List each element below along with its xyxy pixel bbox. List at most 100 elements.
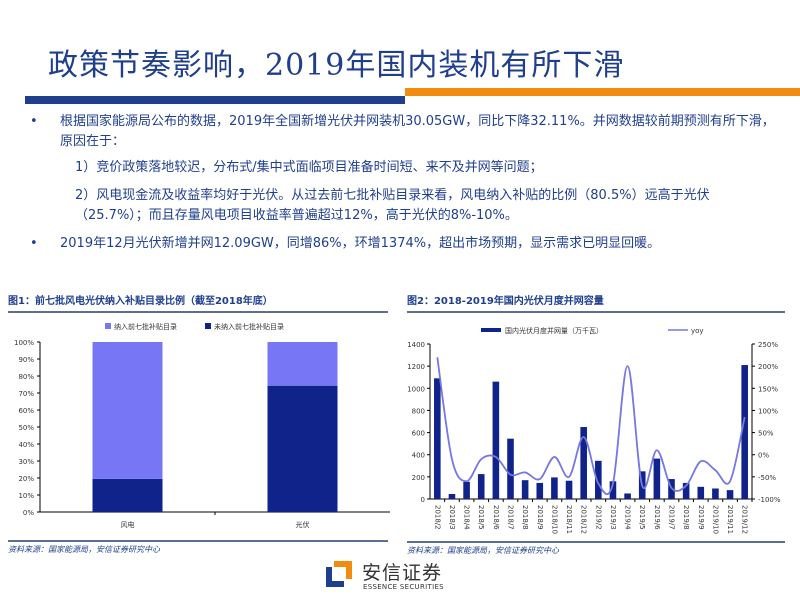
y-tick-label: 100% <box>14 339 34 347</box>
bullet-item: • 2019年12月光伏新增并网12.09GW，同增86%，环增1374%，超出… <box>30 234 775 254</box>
x-tick-label: 2018/3 <box>448 505 456 530</box>
bar-2018/2 <box>434 378 441 499</box>
figure-2-rule <box>407 311 785 313</box>
y-tick-label-right: 50% <box>758 430 774 438</box>
y-tick-label-left: 600 <box>412 430 425 438</box>
logo-mark-icon <box>326 561 352 587</box>
figure-2-source: 资料来源：国家能源局，安信证券研究中心 <box>407 546 559 555</box>
figure-1-title: 图1：前七批风电光伏纳入补贴目录比例（截至2018年底） <box>8 296 273 307</box>
figure-2-bottom-rule <box>407 541 785 543</box>
x-tick-label: 2019/3 <box>609 505 617 530</box>
bar-2019/3 <box>609 481 617 499</box>
bar-2019/6 <box>653 458 661 499</box>
sub-point: 1）竞价政策落地较迟，分布式/集中式面临项目准备时间短、来不及并网等问题； <box>75 160 543 175</box>
logo-en-text: ESSENCE SECURITIES <box>363 583 444 591</box>
y-tick-label-left: 800 <box>412 407 425 415</box>
legend-label: 国内光伏月度并网量（万千瓦） <box>505 326 603 335</box>
sub-point: 2）风电现金流及收益率均好于光伏。从过去前七批补贴目录来看，风电纳入补贴的比例（… <box>75 188 710 223</box>
x-tick-label: 2018/9 <box>536 505 544 530</box>
x-tick-label: 2019/11 <box>726 505 734 534</box>
legend-label: 未纳入前七批补贴目录 <box>214 322 284 331</box>
bar-风电 <box>92 478 163 512</box>
x-tick-label: 2019/9 <box>697 505 705 530</box>
bar-2018/12 <box>580 427 587 499</box>
y-tick-label-right: -50% <box>758 474 776 482</box>
bar-风电 <box>92 342 163 479</box>
bar-2019/4 <box>624 493 631 499</box>
bullet-list: • 根据国家能源局公布的数据，2019年全国新增光伏并网装机30.05GW，同比… <box>30 112 775 258</box>
title-underline-blue <box>25 96 405 104</box>
bar-光伏 <box>267 342 338 386</box>
legend-label: 纳入前七批补贴目录 <box>114 322 177 331</box>
bar-2018/8 <box>521 480 529 499</box>
y-tick-label-left: 1200 <box>407 363 425 371</box>
y-tick-label: 30% <box>18 458 34 466</box>
figure-2-title: 图2：2018-2019年国内光伏月度并网容量 <box>407 296 604 307</box>
bar-2019/9 <box>697 486 705 499</box>
bullet-dot: • <box>30 114 38 129</box>
x-tick-label: 2018/6 <box>492 505 500 530</box>
x-tick-label: 2018/10 <box>550 505 558 534</box>
x-tick-label: 2018/2 <box>433 505 441 530</box>
y-tick-label-left: 0 <box>421 496 425 504</box>
bar-2019/8 <box>682 482 690 499</box>
legend-swatch <box>205 323 211 329</box>
bar-2019/2 <box>595 460 602 499</box>
y-tick-label: 80% <box>18 373 34 381</box>
legend-swatch <box>105 323 111 329</box>
bullet-item: • 根据国家能源局公布的数据，2019年全国新增光伏并网装机30.05GW，同比… <box>30 112 775 152</box>
y-tick-label-right: 200% <box>758 363 778 371</box>
x-tick-label: 2018/5 <box>477 505 485 530</box>
legend-label: yoy <box>691 327 704 335</box>
y-tick-label: 70% <box>18 390 34 398</box>
x-tick-label: 2019/4 <box>624 505 632 530</box>
page-title: 政策节奏影响，2019年国内装机有所下滑 <box>48 48 625 83</box>
bar-2018/5 <box>477 474 485 499</box>
bar-2018/4 <box>463 481 470 499</box>
x-tick-label: 2018/12 <box>580 505 588 534</box>
y-tick-label: 50% <box>18 424 34 432</box>
y-tick-label: 10% <box>18 492 34 500</box>
figure-2-chart: 国内光伏月度并网量（万千瓦） yoy 0 200 400 600 800 1000 1200 14… <box>407 326 781 534</box>
x-tick-label: 2018/11 <box>565 505 573 534</box>
y-tick-label: 0% <box>23 509 34 517</box>
y-tick-label-right: 250% <box>758 341 778 349</box>
y-tick-label-right: 100% <box>758 407 778 415</box>
logo-cn-text: 安信证券 <box>362 562 443 584</box>
bar-2018/9 <box>536 482 544 499</box>
y-tick-label-left: 1400 <box>407 341 425 349</box>
x-tick-label: 2019/5 <box>638 505 646 530</box>
bar-2018/6 <box>492 381 500 499</box>
x-tick-label: 2019/2 <box>594 505 602 530</box>
y-tick-label: 40% <box>18 441 34 449</box>
legend-swatch <box>481 328 501 332</box>
y-tick-label-right: 150% <box>758 385 778 393</box>
figure-1-source: 资料来源：国家能源局，安信证券研究中心 <box>8 545 160 554</box>
y-tick-label-right: 0% <box>758 452 769 460</box>
y-tick-label-left: 200 <box>412 474 425 482</box>
yoy-line <box>436 357 746 496</box>
x-tick-label: 风电 <box>121 520 135 529</box>
x-tick-label: 2018/8 <box>521 505 529 530</box>
x-tick-label: 2019/8 <box>682 505 690 530</box>
bar-2018/3 <box>448 494 456 499</box>
bullet-text: 2019年12月光伏新增并网12.09GW，同增86%，环增1374%，超出市场… <box>60 236 661 251</box>
y-tick-label-right: -100% <box>758 496 781 504</box>
figure-1-rule <box>8 311 388 313</box>
bar-2018/11 <box>565 480 573 499</box>
y-tick-label-left: 1000 <box>407 385 425 393</box>
bar-2018/10 <box>551 477 558 499</box>
y-tick-label: 20% <box>18 475 34 483</box>
bullet-text: 根据国家能源局公布的数据，2019年全国新增光伏并网装机30.05GW，同比下降… <box>60 114 775 149</box>
figure-1-bottom-rule <box>8 540 388 542</box>
bar-2019/11 <box>726 490 734 499</box>
x-tick-label: 2018/4 <box>463 505 471 530</box>
x-tick-label: 2019/12 <box>741 505 749 534</box>
x-tick-label: 光伏 <box>296 520 310 529</box>
bullet-dot: • <box>30 236 38 251</box>
x-tick-label: 2018/7 <box>507 505 515 530</box>
bar-2018/7 <box>507 438 514 499</box>
y-tick-label-left: 400 <box>412 452 425 460</box>
y-tick-label: 60% <box>18 407 34 415</box>
